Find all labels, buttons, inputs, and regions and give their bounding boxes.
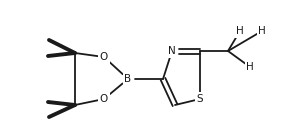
Text: H: H	[258, 26, 266, 36]
Text: H: H	[246, 62, 254, 72]
Text: O: O	[100, 94, 108, 104]
Text: O: O	[100, 52, 108, 62]
Text: N: N	[168, 46, 176, 56]
Text: B: B	[125, 74, 131, 84]
Text: H: H	[236, 26, 244, 36]
Text: S: S	[197, 94, 203, 104]
